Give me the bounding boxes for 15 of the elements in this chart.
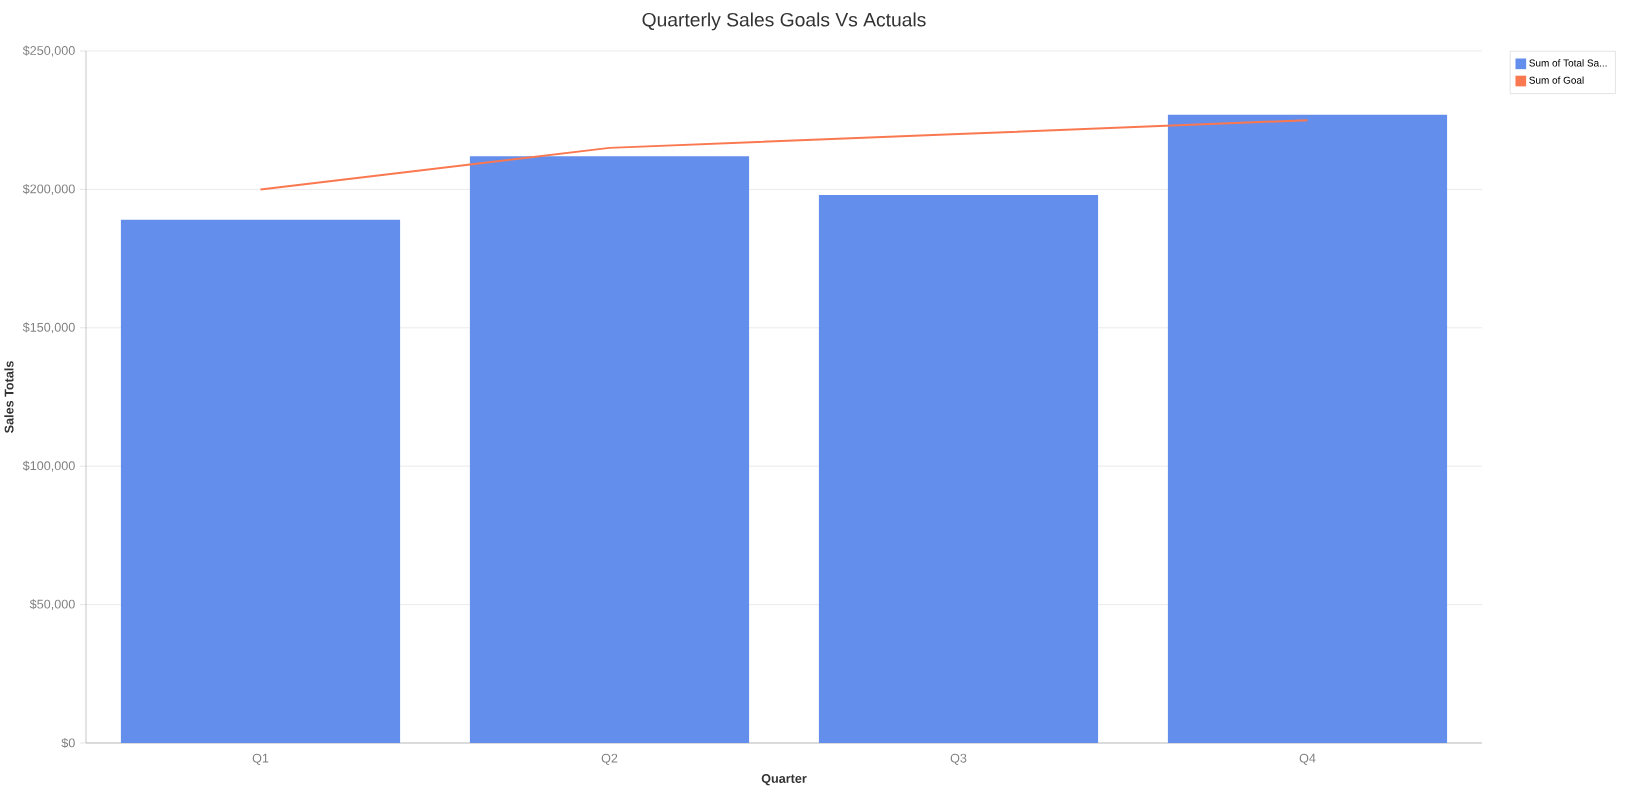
y-tick-label: $50,000 <box>29 599 75 611</box>
y-tick-label: $200,000 <box>22 183 75 195</box>
y-tick-label: $100,000 <box>22 460 75 472</box>
x-axis-title: Quarter <box>761 774 807 786</box>
y-tick-label: $250,000 <box>22 45 75 57</box>
x-tick-label: Q2 <box>601 753 618 765</box>
chart-title: Quarterly Sales Goals Vs Actuals <box>642 12 926 31</box>
x-tick-label: Q3 <box>950 753 967 765</box>
y-tick-label: $0 <box>61 737 75 749</box>
y-axis-title: Sales Totals <box>4 361 14 433</box>
legend-label: Sum of Goal <box>1529 76 1584 84</box>
y-tick-label: $150,000 <box>22 322 75 334</box>
x-tick-label: Q1 <box>252 753 269 765</box>
x-tick-label: Q4 <box>1299 753 1316 765</box>
legend-label: Sum of Total Sa... <box>1529 59 1607 67</box>
